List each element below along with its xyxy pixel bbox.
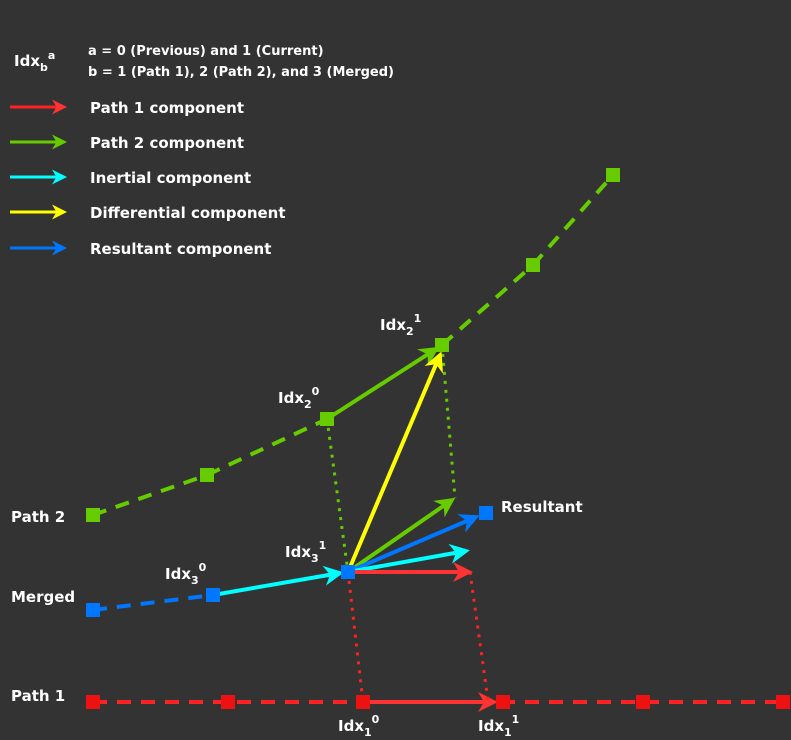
legend: Path 1 component Path 2 component Inerti… (10, 99, 286, 258)
path2-component-vector (346, 497, 456, 574)
merged-markers (86, 506, 493, 617)
resultant-label: Resultant (501, 498, 583, 516)
label-idx2-0: Idx20 (278, 385, 320, 411)
path2-segment-arrow (325, 346, 440, 421)
label-idx1-1: Idx11 (478, 713, 519, 739)
legend-path2-label: Path 2 component (90, 134, 244, 152)
row-label-path2: Path 2 (11, 508, 65, 526)
merged-curve (92, 565, 344, 612)
legend-path1-label: Path 1 component (90, 99, 244, 117)
projection-lines (325, 344, 490, 703)
differential-vector (346, 351, 443, 573)
path1-markers (86, 695, 790, 709)
path2-markers (86, 168, 620, 522)
path2-curve (92, 173, 615, 517)
label-idx1-0: Idx10 (338, 713, 380, 739)
definition-b: b = 1 (Path 1), 2 (Path 2), and 3 (Merge… (88, 65, 394, 80)
merged-segment-arrow (212, 565, 344, 597)
component-vectors (346, 351, 480, 582)
row-label-merged: Merged (11, 588, 75, 606)
legend-inertial-label: Inertial component (90, 169, 251, 187)
label-idx3-0: Idx30 (165, 561, 207, 587)
symbol-definition: Idxba (14, 49, 55, 74)
legend-resultant-label: Resultant component (90, 240, 271, 258)
resultant-vector (347, 514, 480, 574)
legend-differential-label: Differential component (90, 204, 286, 222)
label-idx2-1: Idx21 (380, 312, 421, 338)
definition-a: a = 0 (Previous) and 1 (Current) (88, 44, 324, 59)
label-idx3-1: Idx31 (285, 539, 326, 565)
row-label-path1: Path 1 (11, 687, 65, 705)
inertial-vector (347, 543, 470, 574)
